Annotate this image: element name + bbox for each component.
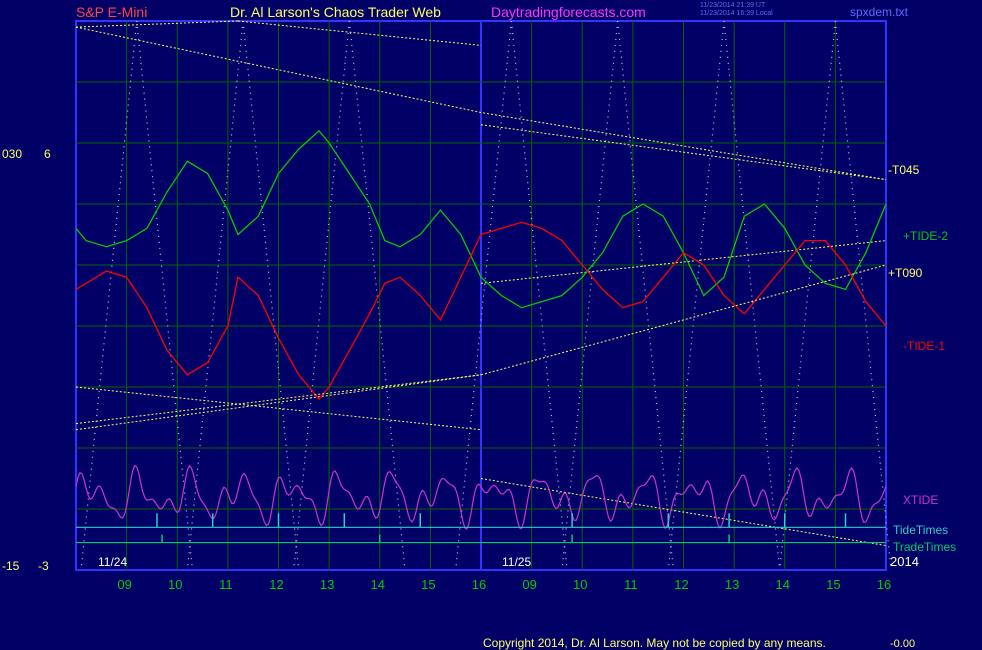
local-time: 11/23/2014 16:39 Local (700, 10, 773, 17)
series-label-tide1: -TIDE-1 (903, 339, 945, 353)
series-tide1-line (75, 221, 887, 401)
x-tick-label: 09 (117, 577, 131, 592)
series-label-tradetimes: TradeTimes (893, 540, 956, 554)
dotted-cycle-line (348, 20, 406, 571)
series-label-t045: -T045 (888, 163, 920, 177)
file-label: spxdem.txt (850, 5, 909, 19)
x-tick-label: 11 (624, 577, 638, 592)
trend-line (75, 374, 482, 431)
x-tick-label: 13 (320, 577, 334, 592)
y-scale-a-top: 030 (2, 147, 22, 161)
x-tick-label: 11 (219, 577, 233, 592)
dotted-cycle-line (617, 20, 674, 571)
x-tick-label: 10 (573, 577, 587, 592)
symbol-label: S&P E-Mini (76, 4, 148, 20)
x-tick-label: 16 (877, 577, 891, 592)
copyright: Copyright 2014, Dr. Al Larson. May not b… (483, 636, 826, 650)
dotted-cycle-line (510, 20, 568, 571)
x-tick-label: 14 (371, 577, 385, 592)
dotted-cycle-line (455, 20, 512, 571)
site-link[interactable]: Daytradingforecasts.com (491, 4, 646, 20)
series-label-tidetimes: TideTimes (893, 523, 948, 537)
series-t045-line (75, 26, 887, 181)
dotted-cycle-line (834, 20, 892, 571)
x-tick-label: 15 (421, 577, 435, 592)
x-tick-label: 16 (472, 577, 486, 592)
trend-line (480, 124, 887, 181)
x-tick-label: 10 (168, 577, 182, 592)
dotted-cycle-line (80, 20, 138, 571)
day-label: 11/25 (502, 555, 531, 569)
series-label-t090: +T090 (888, 266, 923, 280)
x-tick-label: 09 (522, 577, 536, 592)
year-label: 2014 (890, 554, 919, 569)
x-tick-label: 14 (776, 577, 790, 592)
dotted-cycle-line (667, 20, 725, 571)
y-scale-a-bottom: -15 (2, 559, 20, 573)
utc-time: 11/23/2014 21:39 UT (700, 2, 766, 9)
series-xtide-line (75, 464, 887, 530)
trend-line (75, 20, 239, 28)
x-tick-label: 12 (674, 577, 688, 592)
day-label: 11/24 (98, 555, 127, 569)
dotted-cycle-line (779, 20, 836, 571)
corner-value: -0.00 (890, 638, 916, 650)
trend-line (237, 20, 482, 46)
x-tick-label: 12 (269, 577, 283, 592)
x-tick-label: 13 (725, 577, 739, 592)
series-label-xtide: XTIDE (903, 493, 938, 507)
y-scale-b-bottom: -3 (38, 559, 49, 573)
author-label: Dr. Al Larson's Chaos Trader Web (230, 4, 441, 20)
series-label-tide2: +TIDE-2 (903, 229, 948, 243)
dotted-cycle-line (242, 20, 300, 571)
dotted-cycle-line (293, 20, 350, 571)
x-tick-label: 15 (826, 577, 840, 592)
series-tide2-line (75, 129, 887, 309)
dotted-cycle-line (723, 20, 781, 571)
y-scale-b-top: 6 (44, 147, 51, 161)
